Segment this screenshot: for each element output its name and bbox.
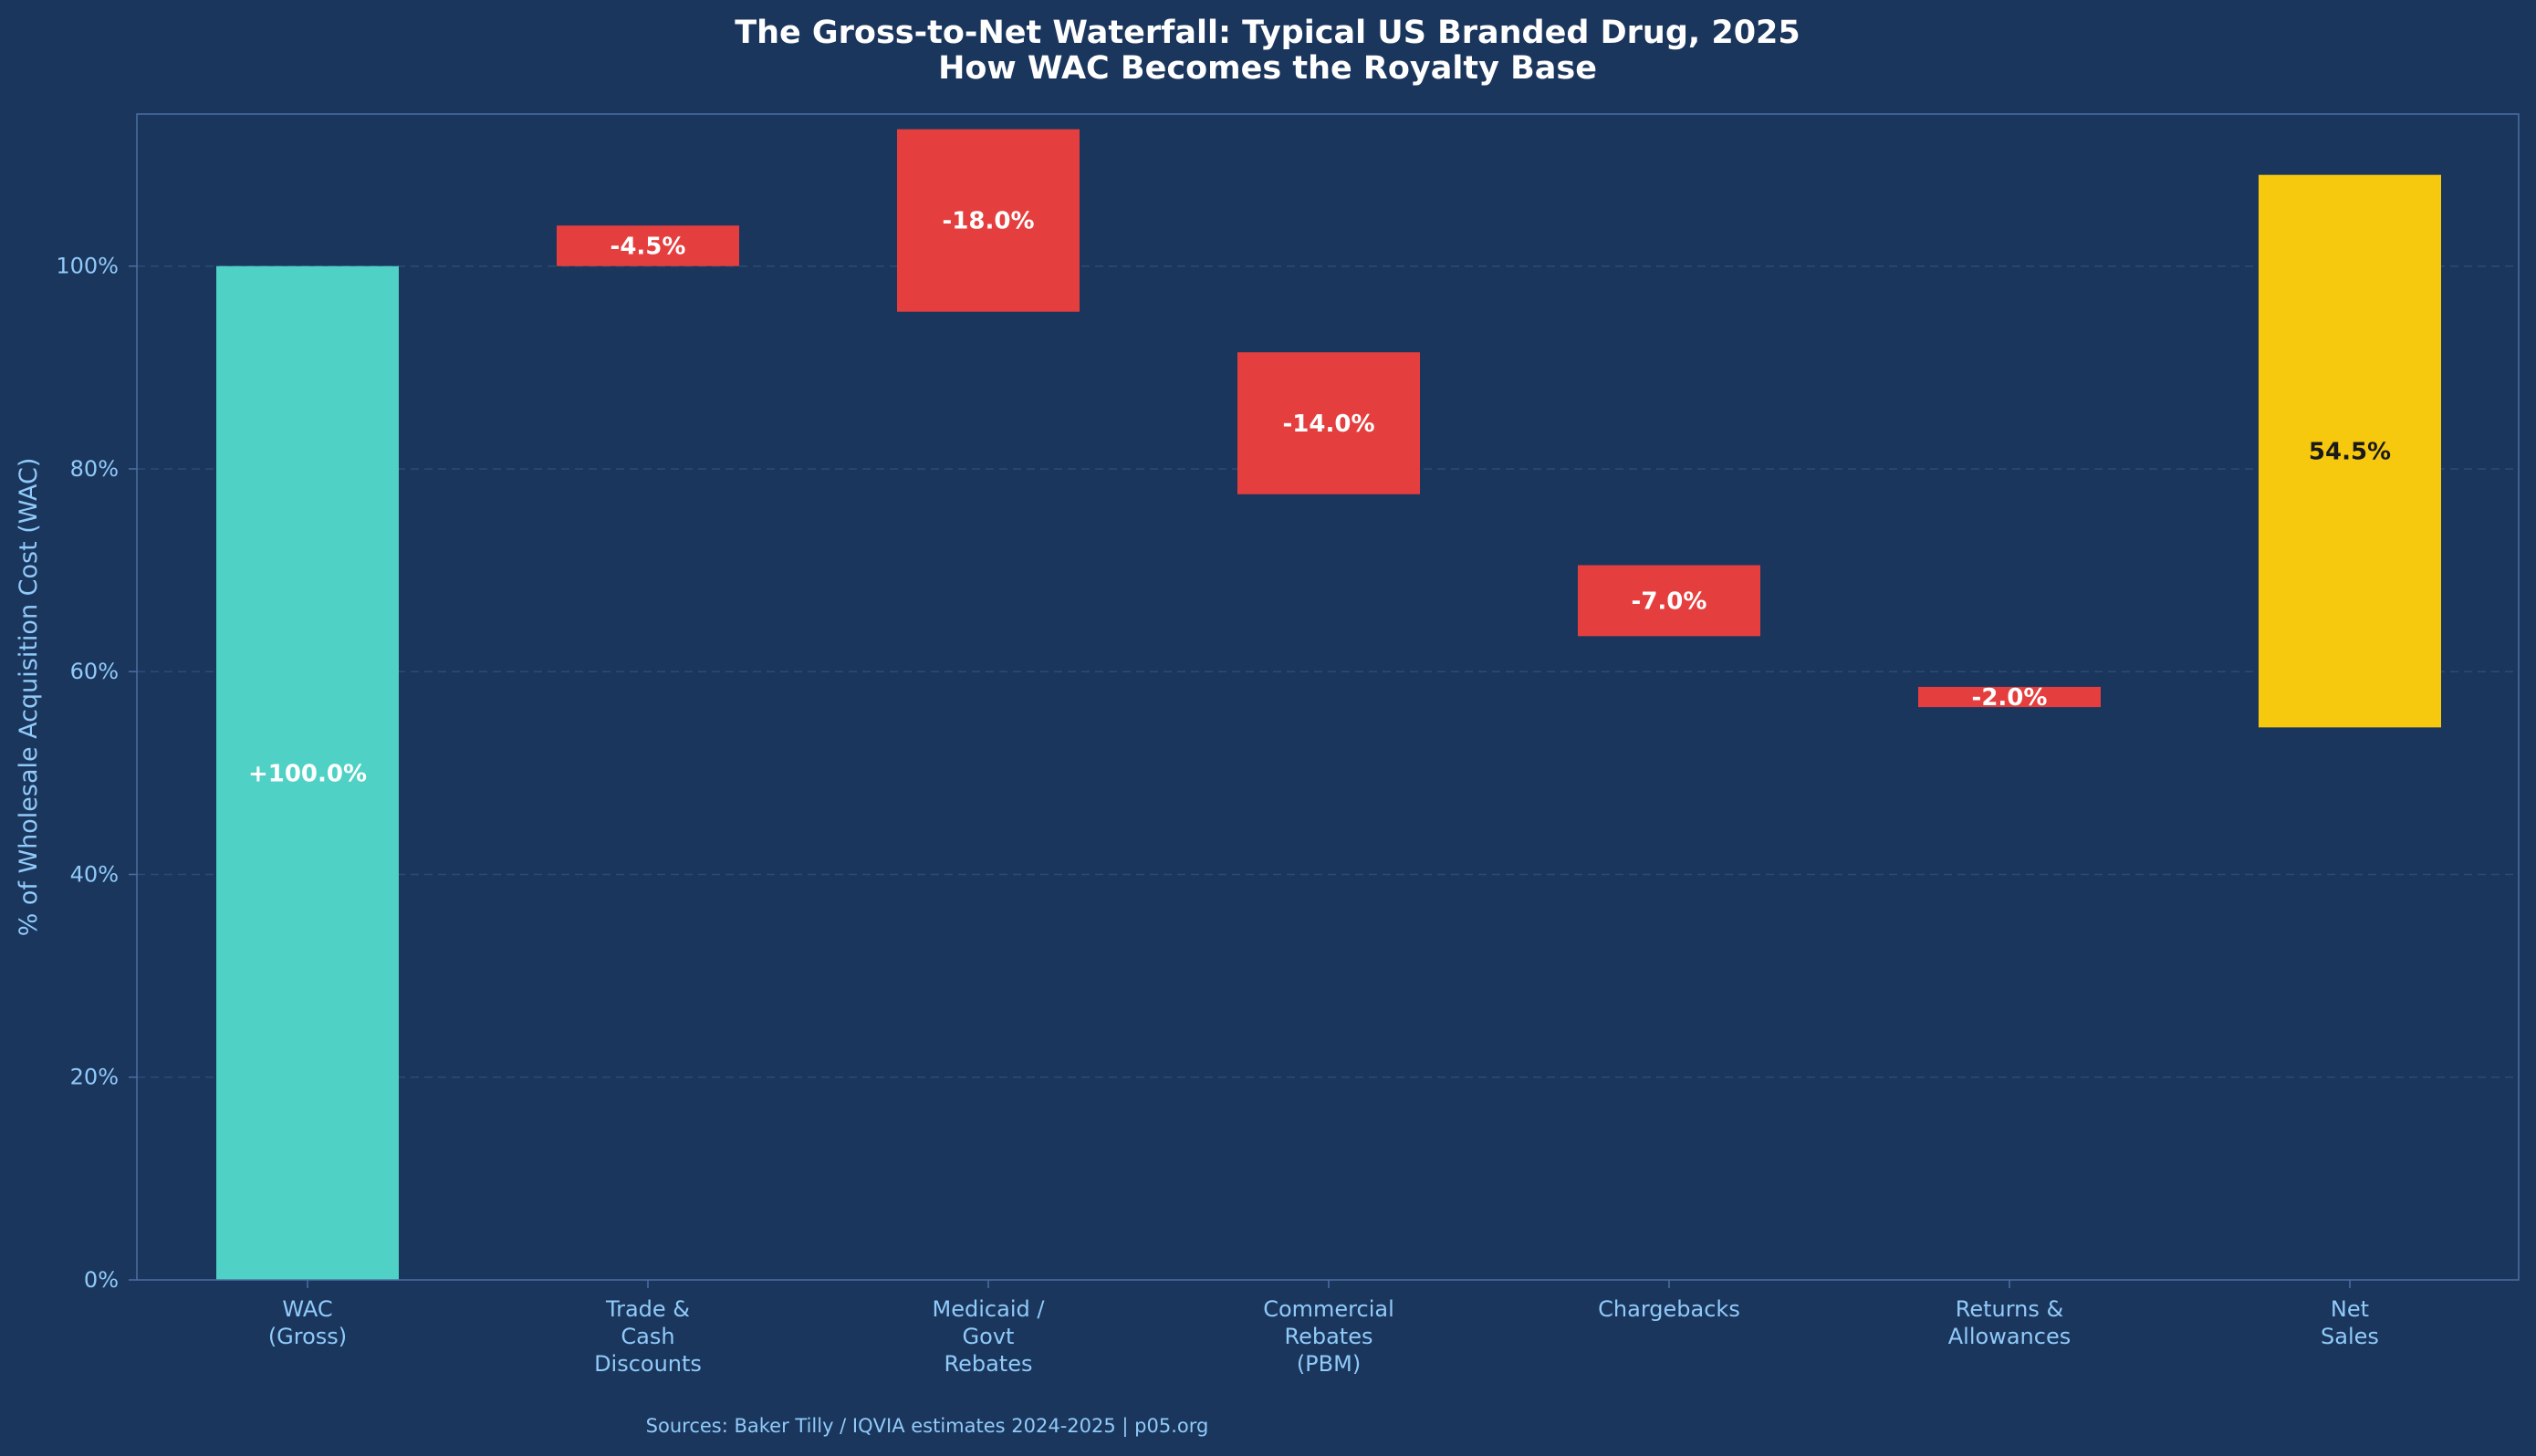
waterfall-bar <box>216 265 399 1280</box>
chart-title: The Gross-to-Net Waterfall: Typical US B… <box>735 15 1800 51</box>
bar-value-label: -4.5% <box>611 233 686 260</box>
y-tick-label: 40% <box>70 861 119 887</box>
x-tick-label: Chargebacks <box>1598 1296 1740 1322</box>
x-tick-label: WAC <box>282 1296 332 1322</box>
y-tick-label: 100% <box>56 254 119 279</box>
x-tick-label: Discounts <box>594 1351 702 1377</box>
x-tick-label: Govt <box>963 1324 1015 1349</box>
bar-value-label: -7.0% <box>1632 588 1707 615</box>
x-tick-label: Commercial <box>1263 1296 1394 1322</box>
waterfall-bar <box>557 225 739 266</box>
bar-value-label: -2.0% <box>1972 684 2048 712</box>
source-note: Sources: Baker Tilly / IQVIA estimates 2… <box>646 1415 1209 1438</box>
x-tick-label: Returns & <box>1956 1296 2064 1322</box>
x-tick-label: Allowances <box>1948 1324 2071 1349</box>
x-tick-label: Medicaid / <box>933 1296 1046 1322</box>
x-tick-label: Rebates <box>1285 1324 1373 1349</box>
waterfall-bar <box>1918 686 2101 708</box>
y-tick-label: 60% <box>70 659 119 684</box>
y-tick-label: 80% <box>70 456 119 482</box>
y-tick-label: 0% <box>84 1267 119 1293</box>
waterfall-bar <box>1237 352 1420 494</box>
x-tick-label: Trade & <box>605 1296 690 1322</box>
bars: +100.0% -4.5% -18.0% -14.0% -7.0% -2.0% 54.5% <box>216 129 2441 1280</box>
y-tick-label: 20% <box>70 1065 119 1090</box>
bar-value-label: 54.5% <box>2309 439 2391 466</box>
waterfall-bar <box>2259 174 2441 728</box>
y-axis-label: % of Wholesale Acquisition Cost (WAC) <box>15 458 43 937</box>
chart-subtitle: How WAC Becomes the Royalty Base <box>938 50 1597 87</box>
waterfall-bar <box>1578 565 1760 637</box>
plot-frame <box>136 113 2520 1281</box>
y-axis-ticks: 0% 20% 40% 60% 80% 100% <box>56 254 137 1293</box>
x-tick-label: (PBM) <box>1297 1351 1361 1377</box>
waterfall-bar <box>897 129 1080 312</box>
x-tick-label: Net <box>2331 1296 2369 1322</box>
bar-value-label: -18.0% <box>943 208 1035 235</box>
x-tick-label: (Gross) <box>268 1324 347 1349</box>
bar-value-label: -14.0% <box>1283 411 1375 438</box>
bar-value-label: +100.0% <box>248 760 367 787</box>
x-tick-label: Sales <box>2321 1324 2379 1349</box>
x-tick-label: Rebates <box>944 1351 1033 1377</box>
x-tick-label: Cash <box>621 1324 674 1349</box>
